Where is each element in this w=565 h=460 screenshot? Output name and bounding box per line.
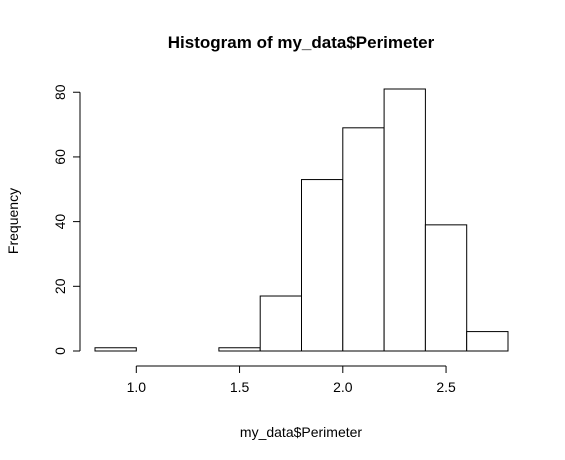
x-axis: 1.0 1.5 2.0 2.5 [127, 365, 456, 395]
x-tick-label: 2.0 [333, 379, 353, 395]
x-tick-label: 1.0 [127, 379, 147, 395]
y-tick-label: 80 [52, 84, 68, 100]
y-axis: 0 20 40 60 80 [52, 84, 81, 355]
histogram-bar-3 [218, 347, 261, 352]
histogram-bar-8 [424, 224, 468, 352]
x-axis-label: my_data$Perimeter [240, 424, 363, 440]
y-axis-label: Frequency [5, 188, 21, 254]
histogram-bar-0 [94, 347, 137, 352]
histogram-bar-9 [466, 331, 509, 352]
histogram-bar-7 [383, 88, 426, 352]
x-tick-label: 1.5 [230, 379, 250, 395]
x-tick-label: 2.5 [436, 379, 456, 395]
histogram-bar-4 [259, 295, 303, 352]
bars-group [94, 88, 509, 352]
y-tick-label: 20 [52, 278, 68, 294]
histogram-bar-6 [342, 127, 385, 352]
y-tick-label: 0 [52, 347, 68, 355]
histogram-bar-5 [301, 179, 344, 352]
y-tick-label: 60 [52, 149, 68, 165]
y-tick-label: 40 [52, 214, 68, 230]
chart-title: Histogram of my_data$Perimeter [168, 33, 435, 52]
